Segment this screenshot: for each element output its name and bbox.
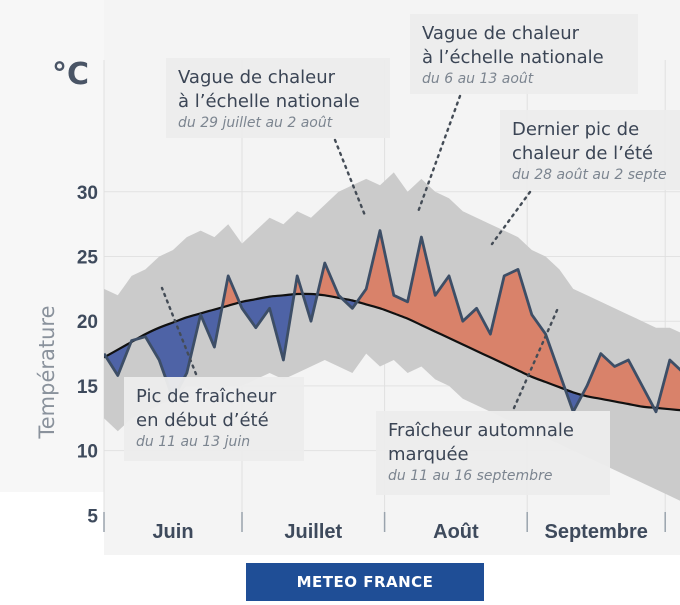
y-tick-label: 10 [77,442,98,463]
annotation: Fraîcheur automnale marquée du 11 au 16 se… [376,306,610,495]
annotation-title-line1: Pic de fraîcheur [136,386,277,407]
left-panel [0,0,104,492]
annotation: Vague de chaleur à l’échelle nationale du … [410,14,638,214]
month-label: Août [433,521,479,543]
annotation: Dernier pic de chaleur de l’été du 28 août… [490,110,680,246]
warm-anomaly-fill [104,230,680,411]
month-label: Septembre [545,521,648,543]
annotation-title-line2: marquée [388,444,469,465]
annotation-box [124,377,304,461]
annotation-title-line2: chaleur de l’été [512,143,653,164]
meteo-france-logo: METEO FRANCE [246,563,484,601]
annotation-title-line2: en début d’été [136,410,269,431]
annotation-title-line1: Vague de chaleur [178,67,336,88]
annotation-box [500,110,680,190]
y-tick-label: 15 [77,377,99,398]
x-axis-strip [104,512,680,555]
x-axis: JuinJuilletAoûtSeptembreOc [103,512,680,555]
annotation-box [166,58,390,138]
y-unit: °C [52,57,89,92]
y-axis-label: Température [35,305,59,439]
annotation-title-line1: Fraîcheur automnale [388,420,574,441]
y-tick-label: 30 [77,183,98,204]
month-label: Juin [152,521,193,543]
y-tick-label: 25 [77,248,99,269]
annotation-box [410,14,638,94]
y-tick-label: 5 [87,506,98,527]
annotations: Vague de chaleur à l’échelle nationale du … [124,14,680,495]
month-label: Juillet [284,521,342,543]
y-tick-labels: 30 25 20 15 10 5 [77,183,99,527]
annotation-date: du 6 au 13 août [422,71,534,87]
annotation-title-line2: à l’échelle nationale [422,47,604,68]
annotation-title-line1: Dernier pic de [512,119,639,140]
annotation-date: du 11 au 16 septembre [388,468,552,484]
annotation-leader [512,306,560,410]
annotation-leader [160,286,198,376]
annotation-date: du 28 août au 2 septe [512,167,667,183]
y-tick-label: 20 [77,312,98,333]
annotation-leader [416,94,462,214]
normal-temperature-line [104,292,680,412]
annotation-box [376,411,610,495]
daily-temperature-line [104,229,680,414]
annotation-date: du 29 juillet au 2 août [178,115,333,131]
annotation: Pic de fraîcheur en début d’été du 11 au 1… [124,286,304,461]
annotation-title-line1: Vague de chaleur [422,23,580,44]
annotation-leader [333,138,368,220]
annotation: Vague de chaleur à l’échelle nationale du … [166,58,390,220]
annotation-title-line2: à l’échelle nationale [178,91,360,112]
annotation-date: du 11 au 13 juin [136,434,250,450]
